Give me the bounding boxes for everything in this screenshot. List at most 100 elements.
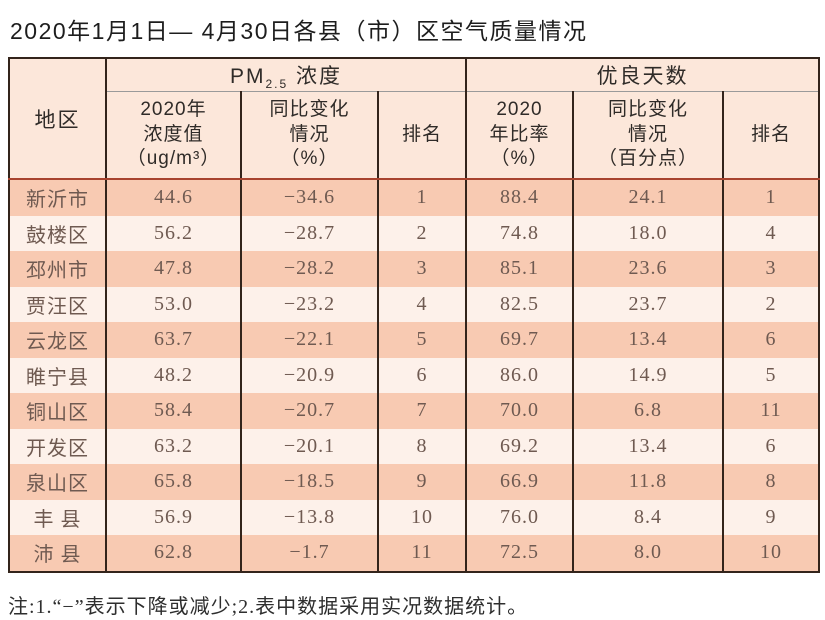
days-rate-cell: 74.8 xyxy=(465,215,574,251)
pm-change-cell: −28.7 xyxy=(240,215,379,251)
days-change-cell: 6.8 xyxy=(572,393,724,429)
days-rate-cell: 70.0 xyxy=(465,393,574,429)
pm-rank-cell: 4 xyxy=(377,286,467,322)
days-rank-cell: 2 xyxy=(722,286,820,322)
pm-change-cell: −34.6 xyxy=(240,179,379,216)
days-change-cell: 14.9 xyxy=(572,357,724,393)
region-cell: 丰 县 xyxy=(8,499,107,535)
pm-change-cell: −23.2 xyxy=(240,286,379,322)
days-change-cell: 23.6 xyxy=(572,251,724,287)
pm-value-cell: 65.8 xyxy=(105,464,242,500)
days-change-cell: 13.4 xyxy=(572,322,724,358)
header-sub-row: 2020年 浓度值 （ug/m³） 同比变化 情况 （%） 排名 2020 年比… xyxy=(9,91,820,180)
pm-label-subscript: 2.5 xyxy=(265,77,289,92)
pm-rank-cell: 5 xyxy=(377,322,467,358)
days-rate-cell: 85.1 xyxy=(465,251,574,287)
pm-change-cell: −20.1 xyxy=(240,428,379,464)
pm-value-cell: 56.9 xyxy=(105,499,242,535)
pm-rank-cell: 10 xyxy=(377,499,467,535)
pm-rank-cell: 11 xyxy=(377,535,467,572)
days-rate-cell: 82.5 xyxy=(465,286,574,322)
pm-change-cell: −1.7 xyxy=(240,535,379,572)
pm-value-cell: 53.0 xyxy=(105,286,242,322)
region-cell: 沛 县 xyxy=(8,535,107,572)
region-cell: 睢宁县 xyxy=(8,357,107,393)
header-days-rate: 2020 年比率 （%） xyxy=(465,91,574,180)
pm-value-cell: 48.2 xyxy=(105,357,242,393)
table-row: 邳州市 47.8 −28.2 3 85.1 23.6 3 xyxy=(8,251,820,287)
pm-change-cell: −18.5 xyxy=(240,464,379,500)
table-row: 沛 县 62.8 −1.7 11 72.5 8.0 10 xyxy=(8,535,820,572)
header-pm-rank: 排名 xyxy=(377,91,467,180)
table-row: 鼓楼区 56.2 −28.7 2 74.8 18.0 4 xyxy=(8,215,820,251)
pm-change-cell: −13.8 xyxy=(240,499,379,535)
table-row: 贾汪区 53.0 −23.2 4 82.5 23.7 2 xyxy=(8,286,820,322)
days-change-cell: 13.4 xyxy=(572,428,724,464)
days-rank-cell: 11 xyxy=(722,393,820,429)
days-change-cell: 8.0 xyxy=(572,535,724,572)
pm-label-suffix: 浓度 xyxy=(288,65,343,88)
table-row: 新沂市 44.6 −34.6 1 88.4 24.1 1 xyxy=(8,179,820,216)
table-row: 铜山区 58.4 −20.7 7 70.0 6.8 11 xyxy=(8,393,820,429)
days-rate-cell: 69.7 xyxy=(465,322,574,358)
header-group-row: 地区 PM2.5 浓度 优良天数 xyxy=(8,58,820,180)
days-rate-cell: 66.9 xyxy=(465,464,574,500)
pm-rank-cell: 2 xyxy=(377,215,467,251)
pm-value-cell: 63.7 xyxy=(105,322,242,358)
days-rate-cell: 86.0 xyxy=(465,357,574,393)
region-cell: 铜山区 xyxy=(8,393,107,429)
days-rank-cell: 10 xyxy=(722,535,820,572)
header-days-group: 优良天数 xyxy=(465,58,820,92)
table-row: 睢宁县 48.2 −20.9 6 86.0 14.9 5 xyxy=(8,357,820,393)
region-cell: 泉山区 xyxy=(8,464,107,500)
header-days-rank: 排名 xyxy=(722,91,820,180)
header-days-change: 同比变化 情况 （百分点） xyxy=(572,91,724,180)
days-change-cell: 23.7 xyxy=(572,286,724,322)
table-row: 泉山区 65.8 −18.5 9 66.9 11.8 8 xyxy=(8,464,820,500)
region-cell: 开发区 xyxy=(8,428,107,464)
region-cell: 贾汪区 xyxy=(8,286,107,322)
pm-value-cell: 44.6 xyxy=(105,179,242,216)
air-quality-table: 地区 PM2.5 浓度 优良天数 2020年 浓度值 （ug/m³） 同比变化 … xyxy=(8,57,820,573)
days-rank-cell: 4 xyxy=(722,215,820,251)
pm-label-prefix: PM xyxy=(229,65,266,88)
pm-rank-cell: 9 xyxy=(377,464,467,500)
footnote: 注:1.“−”表示下降或减少;2.表中数据采用实况数据统计。 xyxy=(8,595,529,618)
days-rate-cell: 76.0 xyxy=(465,499,574,535)
region-cell: 云龙区 xyxy=(8,322,107,358)
pm-change-cell: −20.9 xyxy=(240,357,379,393)
days-change-cell: 18.0 xyxy=(572,215,724,251)
pm-change-cell: −22.1 xyxy=(240,322,379,358)
pm-rank-cell: 7 xyxy=(377,393,467,429)
region-cell: 新沂市 xyxy=(8,179,107,216)
header-pm-value: 2020年 浓度值 （ug/m³） xyxy=(105,91,242,180)
header-region: 地区 xyxy=(8,58,107,180)
table-row: 云龙区 63.7 −22.1 5 69.7 13.4 6 xyxy=(8,322,820,358)
days-rank-cell: 5 xyxy=(722,357,820,393)
days-rank-cell: 6 xyxy=(722,322,820,358)
pm-rank-cell: 3 xyxy=(377,251,467,287)
days-change-cell: 24.1 xyxy=(572,179,724,216)
pm-value-cell: 58.4 xyxy=(105,393,242,429)
region-cell: 鼓楼区 xyxy=(8,215,107,251)
table-row: 开发区 63.2 −20.1 8 69.2 13.4 6 xyxy=(8,428,820,464)
pm-change-cell: −20.7 xyxy=(240,393,379,429)
pm-rank-cell: 1 xyxy=(377,179,467,216)
days-rank-cell: 8 xyxy=(722,464,820,500)
days-rate-cell: 69.2 xyxy=(465,428,574,464)
days-rank-cell: 1 xyxy=(722,179,820,216)
days-change-cell: 11.8 xyxy=(572,464,724,500)
days-change-cell: 8.4 xyxy=(572,499,724,535)
region-cell: 邳州市 xyxy=(8,251,107,287)
pm-change-cell: −28.2 xyxy=(240,251,379,287)
header-pm-group: PM2.5 浓度 xyxy=(105,58,467,92)
header-pm-change: 同比变化 情况 （%） xyxy=(240,91,379,180)
pm-value-cell: 63.2 xyxy=(105,428,242,464)
days-rate-cell: 72.5 xyxy=(465,535,574,572)
table-row: 丰 县 56.9 −13.8 10 76.0 8.4 9 xyxy=(8,499,820,535)
page-title: 2020年1月1日— 4月30日各县（市）区空气质量情况 xyxy=(10,18,588,44)
days-rank-cell: 6 xyxy=(722,428,820,464)
pm-value-cell: 62.8 xyxy=(105,535,242,572)
pm-rank-cell: 8 xyxy=(377,428,467,464)
days-rank-cell: 9 xyxy=(722,499,820,535)
